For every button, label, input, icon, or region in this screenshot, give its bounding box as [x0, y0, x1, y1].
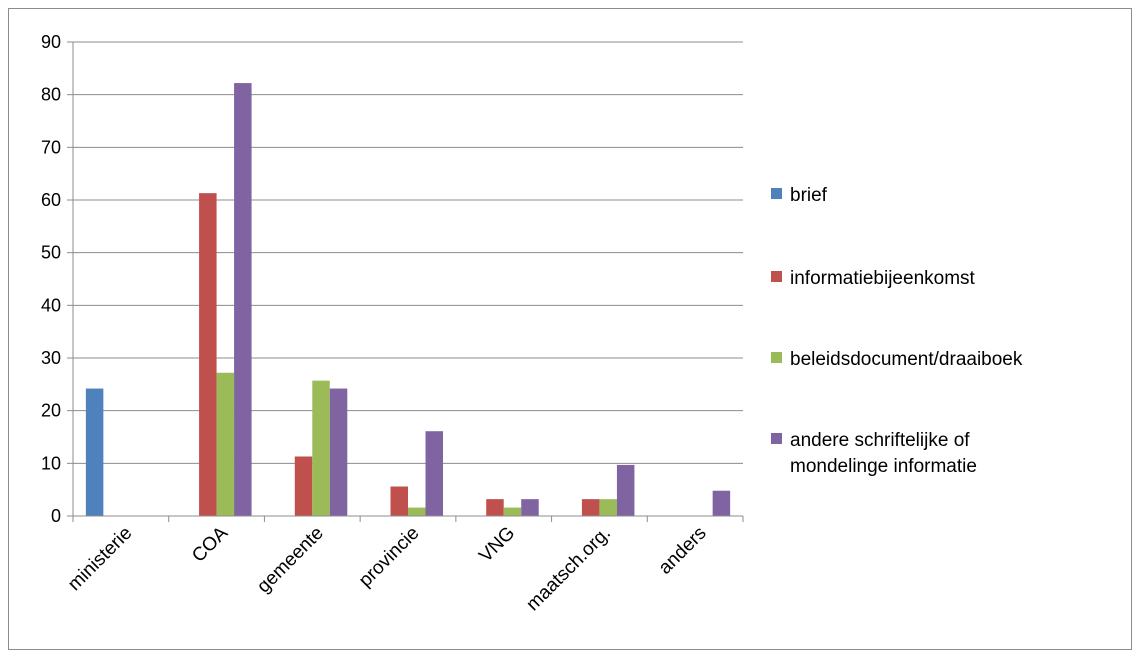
bar-ministerie-series-1 — [85, 388, 104, 516]
legend-label: brief — [790, 185, 828, 206]
bar-provincie-series-2 — [390, 486, 408, 516]
legend-label: andere schriftelijke of — [790, 430, 970, 451]
legend: brief informatiebijeenkomst beleidsdocumen… — [771, 185, 1023, 477]
x-category-label: anders — [655, 523, 711, 579]
y-tick-label: 60 — [41, 190, 61, 210]
bar-provincie-series-4 — [425, 431, 443, 516]
bar-coa-series-2 — [199, 193, 217, 517]
bar-vng-series-4 — [521, 499, 539, 516]
bar-vng-series-2 — [486, 499, 504, 516]
legend-swatch — [771, 352, 782, 363]
legend-swatch — [771, 271, 782, 282]
legend-label: beleidsdocument/draaiboek — [790, 349, 1023, 370]
y-tick-label: 0 — [51, 506, 61, 526]
y-tick-label: 20 — [41, 401, 61, 421]
legend-label: mondelinge informatie — [790, 456, 977, 477]
x-category-label: COA — [188, 522, 232, 566]
bar-gemeente-series-3 — [312, 380, 330, 516]
y-tick-label: 50 — [41, 243, 61, 263]
y-tick-labels: 0 10 20 30 40 50 60 70 80 90 — [41, 32, 73, 526]
bar-gemeente-series-4 — [329, 388, 348, 516]
x-category-label: VNG — [475, 523, 519, 567]
y-tick-label: 80 — [41, 85, 61, 105]
gridlines — [73, 41, 743, 464]
x-category-label: gemeente — [253, 523, 328, 598]
bar-chart: 0 10 20 30 40 50 60 70 80 90 ministerie COA gemeent… — [41, 32, 1023, 615]
x-category-label: ministerie — [64, 523, 136, 595]
x-category-label: provincie — [355, 523, 424, 592]
y-tick-label: 70 — [41, 137, 61, 157]
legend-swatch — [771, 188, 782, 199]
x-category-labels: ministerie COA gemeente provincie VNG maatsch… — [64, 522, 711, 615]
bar-maatsch-org--series-3 — [599, 499, 617, 516]
y-tick-label: 40 — [41, 295, 61, 315]
bars — [85, 83, 731, 517]
bar-anders-series-4 — [712, 490, 731, 516]
bar-maatsch-org--series-4 — [616, 464, 635, 516]
bar-coa-series-4 — [234, 83, 252, 516]
chart-frame: 0 10 20 30 40 50 60 70 80 90 ministerie COA gemeent… — [8, 8, 1132, 650]
axes — [72, 42, 744, 522]
bar-coa-series-3 — [216, 372, 235, 516]
bar-provincie-series-3 — [408, 507, 426, 516]
y-tick-label: 10 — [41, 453, 61, 473]
y-tick-label: 90 — [41, 32, 61, 52]
bar-gemeente-series-2 — [294, 456, 313, 516]
bar-maatsch-org--series-2 — [581, 499, 600, 516]
legend-label: informatiebijeenkomst — [790, 268, 976, 289]
x-category-label: maatsch.org. — [522, 523, 615, 616]
y-tick-label: 30 — [41, 348, 61, 368]
bar-vng-series-3 — [503, 507, 522, 516]
legend-swatch — [771, 433, 782, 444]
